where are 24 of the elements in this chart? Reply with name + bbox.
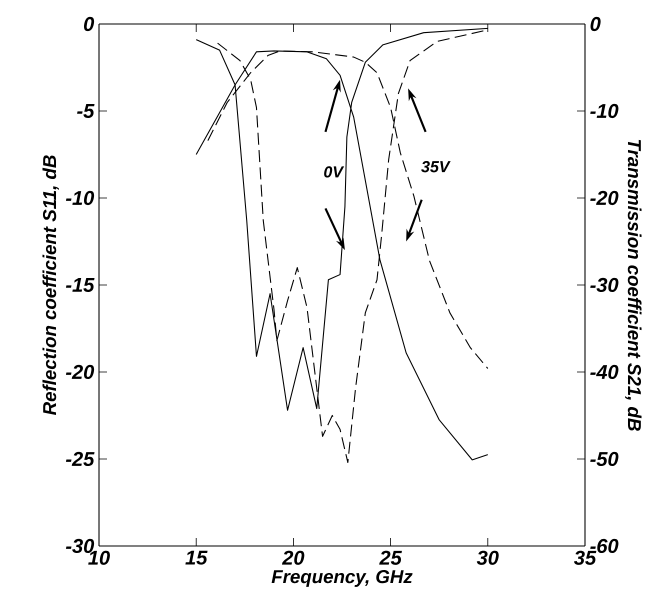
y-tick-label: 0: [84, 16, 94, 32]
x-tick-label: 30: [476, 550, 499, 565]
y2-tick-label: -30: [590, 278, 618, 292]
y2-tick-label: -60: [590, 538, 618, 554]
y-tick-label: -15: [66, 278, 95, 292]
x-tick-label: 20: [282, 550, 304, 565]
y2-tick-label: -50: [590, 452, 618, 466]
x-axis-title: Frequency, GHz: [272, 570, 413, 587]
x-tick-label: 25: [379, 550, 402, 565]
y2-axis-title: Transmission coefficient S21, dB: [625, 140, 642, 431]
x-tick-label: 10: [88, 550, 110, 565]
y2-tick-label: -10: [590, 104, 618, 118]
annotation: 0V: [324, 166, 344, 178]
y-axis-title: Reflection coefficient S11, dB: [42, 155, 59, 416]
y-tick-label: -10: [66, 190, 94, 206]
y2-tick-label: -20: [590, 190, 618, 206]
y-tick-label: -5: [77, 104, 95, 118]
y-tick-label: -20: [66, 364, 94, 380]
x-tick-label: 15: [185, 550, 208, 565]
y-tick-label: -25: [66, 452, 95, 466]
y2-tick-label: -40: [590, 364, 618, 380]
y2-tick-label: 0: [590, 16, 601, 32]
annotation: 35V: [421, 161, 451, 172]
x-tick-label: 35: [574, 550, 596, 565]
